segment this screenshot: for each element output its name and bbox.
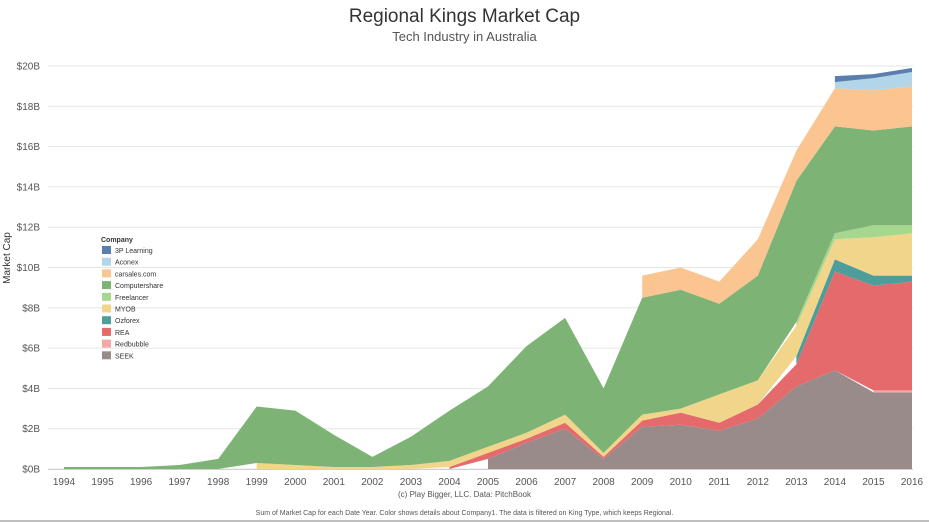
y-tick-label: $2B <box>22 424 40 435</box>
x-tick-label: 2000 <box>284 477 307 488</box>
x-tick-label: 2011 <box>709 477 731 488</box>
legend-swatch <box>102 281 111 290</box>
legend-swatch <box>102 351 111 360</box>
legend-swatch <box>102 269 111 278</box>
x-tick-label: 2002 <box>361 477 384 488</box>
chart-title: Regional Kings Market Cap <box>348 6 581 27</box>
area-rea[interactable] <box>449 271 913 470</box>
x-tick-label: 2012 <box>747 477 770 488</box>
x-tick-label: 1998 <box>207 477 230 488</box>
legend-label[interactable]: MYOB <box>115 307 136 314</box>
x-tick-label: 2016 <box>901 477 924 488</box>
legend-label[interactable]: carsales.com <box>115 271 156 278</box>
footnote-text: Sum of Market Cap for each Date Year. Co… <box>255 510 674 517</box>
y-tick-label: $4B <box>22 384 40 395</box>
y-tick-label: $18B <box>17 102 41 113</box>
y-tick-label: $12B <box>17 223 41 234</box>
legend-label[interactable]: REA <box>115 330 130 337</box>
x-tick-label: 1996 <box>130 477 153 488</box>
y-tick-label: $0B <box>22 465 40 476</box>
y-tick-label: $20B <box>17 62 41 73</box>
x-tick-label: 1997 <box>169 477 192 488</box>
area-seek[interactable] <box>488 370 912 469</box>
legend-label[interactable]: 3P Learning <box>115 248 153 255</box>
x-axis: 1994 1995 1996 1997 1998 1999 2000 2001 2002 2003… <box>48 469 924 488</box>
area-redbubble[interactable] <box>873 390 913 393</box>
legend-swatch <box>102 257 111 266</box>
legend-label[interactable]: Redbubble <box>115 342 149 349</box>
x-tick-label: 2006 <box>515 477 538 488</box>
x-tick-label: 2008 <box>593 477 616 488</box>
y-axis: $0B $2B $4B $6B $8B $10B $12B $14B $16B $18B $20B <box>17 62 41 476</box>
x-tick-label: 1995 <box>91 477 114 488</box>
x-tick-label: 2001 <box>323 477 346 488</box>
x-tick-label: 2014 <box>824 477 847 488</box>
y-tick-label: $8B <box>22 303 40 314</box>
x-tick-label: 2007 <box>554 477 577 488</box>
area-aconex[interactable] <box>834 72 912 91</box>
legend-swatch <box>102 246 111 254</box>
credit-text: (c) Play Bigger, LLC. Data: PitchBook <box>398 490 531 499</box>
x-tick-label: 2010 <box>670 477 693 488</box>
legend-swatch <box>102 292 111 301</box>
x-tick-label: 2013 <box>785 477 808 488</box>
x-tick-label: 2005 <box>477 477 500 488</box>
legend-swatch <box>102 316 111 325</box>
legend-swatch <box>102 339 111 348</box>
x-tick-label: 1999 <box>246 477 269 488</box>
x-tick-label: 2003 <box>400 477 423 488</box>
legend-label[interactable]: Aconex <box>115 260 139 267</box>
y-tick-label: $6B <box>22 344 40 355</box>
legend-swatch <box>102 327 111 336</box>
chart-subtitle: Tech Industry in Australia <box>392 29 537 44</box>
legend-title: Company <box>101 237 133 244</box>
area-computershare[interactable] <box>64 126 912 470</box>
legend-label[interactable]: Freelancer <box>115 295 149 302</box>
legend[interactable]: Company 3P Learning Aconex carsales.com Comp… <box>101 237 163 360</box>
legend-label[interactable]: Ozforex <box>115 318 140 325</box>
area-3p-learning[interactable] <box>834 68 912 83</box>
x-tick-label: 2015 <box>862 477 885 488</box>
bottom-border <box>0 520 929 522</box>
x-tick-label: 2009 <box>631 477 654 488</box>
area-ozforex[interactable] <box>796 259 912 365</box>
x-tick-label: 1994 <box>53 477 76 488</box>
y-tick-label: $10B <box>17 263 41 274</box>
x-tick-label: 2004 <box>438 477 461 488</box>
legend-swatch <box>102 304 111 313</box>
legend-label[interactable]: Computershare <box>115 283 163 290</box>
area-series <box>64 68 913 470</box>
area-myob[interactable] <box>256 233 912 469</box>
y-tick-label: $14B <box>17 182 41 193</box>
area-carsales-com[interactable] <box>642 86 912 304</box>
legend-label[interactable]: SEEK <box>115 353 134 360</box>
y-tick-label: $16B <box>17 142 41 153</box>
y-axis-label: Market Cap <box>2 232 13 284</box>
